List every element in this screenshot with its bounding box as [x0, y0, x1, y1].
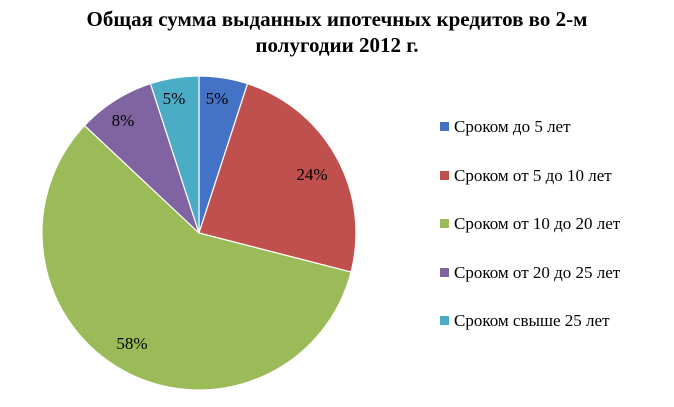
legend-item: Сроком от 20 до 25 лет [440, 262, 670, 311]
legend-label: Сроком от 5 до 10 лет [454, 165, 612, 185]
slice-data-label: 5% [163, 89, 186, 108]
chart-title-line-1: Общая сумма выданных ипотечных кредитов … [86, 7, 588, 31]
legend-swatch [440, 267, 449, 277]
legend-item: Сроком свыше 25 лет [440, 310, 670, 359]
legend-item: Сроком от 10 до 20 лет [440, 213, 670, 262]
legend-item: Сроком до 5 лет [440, 116, 670, 165]
slice-data-label: 58% [116, 334, 147, 353]
legend-swatch [440, 316, 449, 325]
legend-swatch [440, 170, 449, 180]
pie-slice [41, 124, 352, 391]
legend-label: Сроком от 20 до 25 лет [454, 262, 621, 282]
legend-label: Сроком свыше 25 лет [454, 311, 610, 330]
pie-slice [198, 82, 357, 273]
chart-title: Общая сумма выданных ипотечных кредитов … [0, 6, 674, 58]
slice-data-label: 5% [206, 89, 229, 108]
pie-slice [149, 75, 200, 234]
legend-label: Сроком до 5 лет [454, 117, 571, 136]
chart-title-line-2: полугодии 2012 г. [255, 33, 419, 57]
slice-data-label: 8% [112, 111, 135, 130]
legend-swatch [440, 219, 449, 228]
slice-data-label: 24% [296, 165, 327, 184]
legend-label: Сроком от 10 до 20 лет [454, 214, 621, 233]
legend: Сроком до 5 лет Сроком от 5 до 10 лет Ср… [440, 116, 670, 359]
legend-swatch [440, 122, 449, 131]
legend-item: Сроком от 5 до 10 лет [440, 165, 670, 214]
